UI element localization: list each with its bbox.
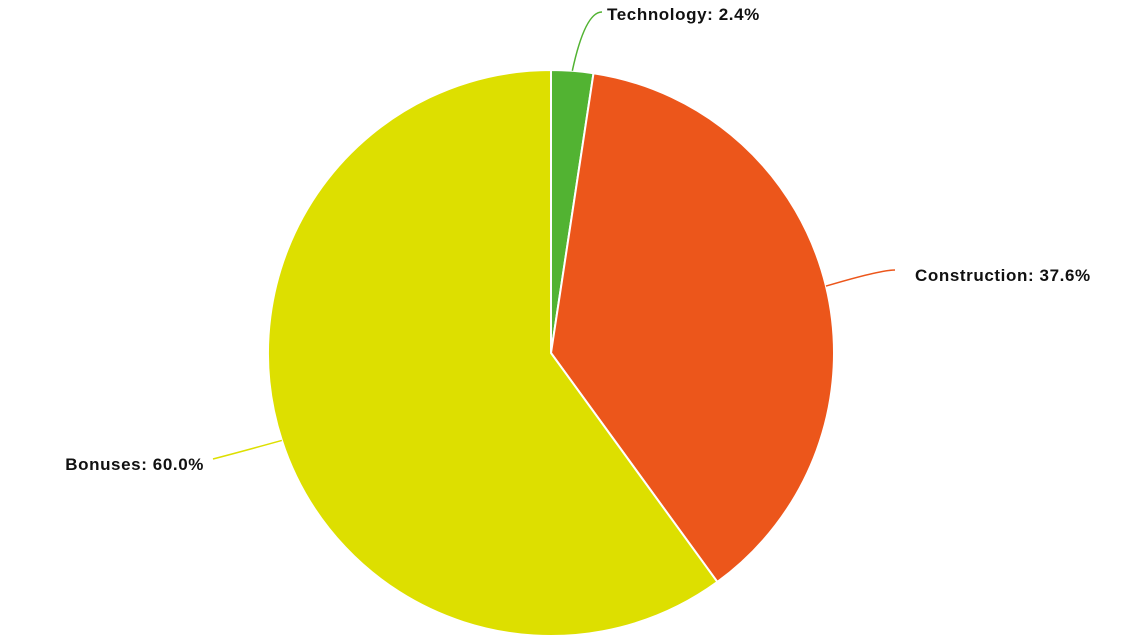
pie-slices <box>267 68 835 637</box>
pie-slice-construction[interactable] <box>549 72 835 584</box>
leader-line-construction <box>825 269 896 287</box>
data-label-construction: Construction: 37.6% <box>915 266 1091 285</box>
data-label-bonuses: Bonuses: 60.0% <box>65 455 204 474</box>
pie-slice-bonuses[interactable] <box>267 68 719 637</box>
data-label-technology: Technology: 2.4% <box>607 5 760 24</box>
data-labels: Technology: 2.4% Construction: 37.6% Bonus… <box>65 5 1091 474</box>
leader-line-technology <box>571 11 603 71</box>
leader-line-bonuses <box>212 439 283 460</box>
leader-lines <box>212 11 896 460</box>
